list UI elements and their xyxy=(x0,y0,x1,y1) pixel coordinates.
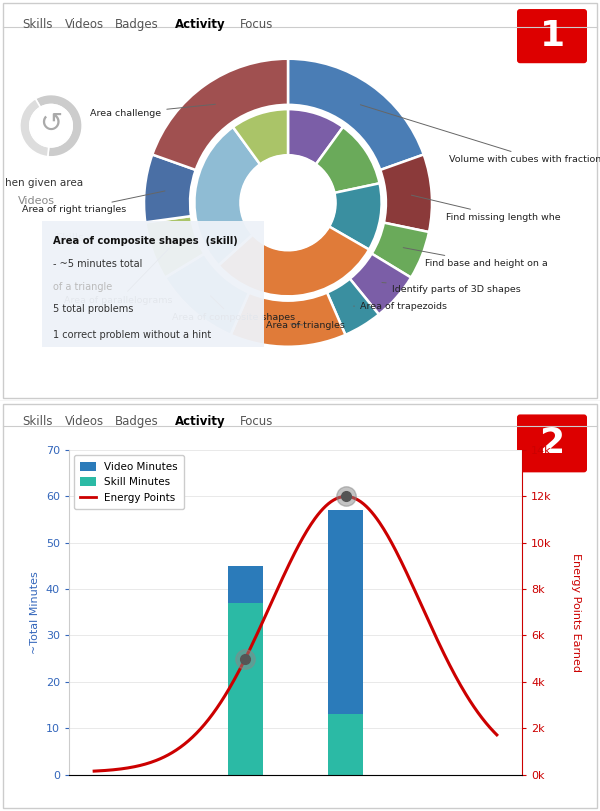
Wedge shape xyxy=(230,293,346,347)
Wedge shape xyxy=(145,216,205,277)
Text: Videos: Videos xyxy=(65,415,104,428)
Text: of a triangle: of a triangle xyxy=(53,281,112,292)
Text: Activity: Activity xyxy=(175,415,226,428)
FancyBboxPatch shape xyxy=(517,9,587,63)
Text: 1 correct problem without a hint: 1 correct problem without a hint xyxy=(53,329,211,340)
Circle shape xyxy=(241,155,335,251)
Text: ↺: ↺ xyxy=(40,110,62,138)
Text: Volume with cubes with fraction leng: Volume with cubes with fraction leng xyxy=(361,105,600,164)
Text: Skills: Skills xyxy=(55,233,84,242)
Text: Focus: Focus xyxy=(240,18,274,31)
Text: Find missing length whe: Find missing length whe xyxy=(412,195,561,221)
Wedge shape xyxy=(144,155,196,222)
Text: Area of triangles: Area of triangles xyxy=(266,320,345,329)
Y-axis label: Energy Points Earned: Energy Points Earned xyxy=(571,553,581,672)
Text: Skills: Skills xyxy=(22,415,53,428)
Text: Find base and height on a: Find base and height on a xyxy=(403,247,548,268)
Text: Area of composite shapes  (skill): Area of composite shapes (skill) xyxy=(53,237,238,247)
Text: 2: 2 xyxy=(539,427,565,461)
Wedge shape xyxy=(350,254,411,315)
Wedge shape xyxy=(327,279,379,335)
Text: hen given area: hen given area xyxy=(5,178,83,187)
Wedge shape xyxy=(152,58,288,170)
Text: Area of composite shapes: Area of composite shapes xyxy=(172,296,295,323)
Wedge shape xyxy=(380,155,432,232)
Text: Area challenge: Area challenge xyxy=(90,105,215,118)
Text: Identify parts of 3D shapes: Identify parts of 3D shapes xyxy=(382,282,520,294)
Bar xyxy=(227,603,263,775)
Text: Badges: Badges xyxy=(115,18,159,31)
FancyBboxPatch shape xyxy=(517,414,587,472)
Text: Videos: Videos xyxy=(18,195,55,206)
FancyBboxPatch shape xyxy=(33,217,273,352)
Wedge shape xyxy=(288,58,424,170)
Wedge shape xyxy=(20,99,49,157)
Text: Focus: Focus xyxy=(240,415,274,428)
Legend: Video Minutes, Skill Minutes, Energy Points: Video Minutes, Skill Minutes, Energy Poi… xyxy=(74,455,184,509)
Wedge shape xyxy=(316,127,380,193)
Bar xyxy=(328,714,364,775)
Circle shape xyxy=(30,105,72,147)
Y-axis label: ~Total Minutes: ~Total Minutes xyxy=(30,571,40,654)
Text: 5 total problems: 5 total problems xyxy=(53,304,133,315)
Text: 1: 1 xyxy=(539,19,565,54)
Text: Area of trapezoids: Area of trapezoids xyxy=(353,302,447,311)
Text: Badges: Badges xyxy=(115,415,159,428)
Text: - ~5 minutes total: - ~5 minutes total xyxy=(53,260,142,269)
Bar xyxy=(227,566,263,603)
Wedge shape xyxy=(218,226,369,296)
Wedge shape xyxy=(233,109,288,165)
Text: Area of right triangles: Area of right triangles xyxy=(22,191,165,214)
Text: Skills: Skills xyxy=(22,18,53,31)
Wedge shape xyxy=(194,127,260,265)
Wedge shape xyxy=(165,254,249,335)
Text: Activity: Activity xyxy=(175,18,226,31)
Wedge shape xyxy=(371,223,429,277)
Bar xyxy=(328,510,364,714)
Wedge shape xyxy=(329,183,382,250)
Wedge shape xyxy=(288,109,343,165)
Text: Videos: Videos xyxy=(65,18,104,31)
Wedge shape xyxy=(35,95,82,157)
Text: Area of parallelograms: Area of parallelograms xyxy=(64,245,173,305)
